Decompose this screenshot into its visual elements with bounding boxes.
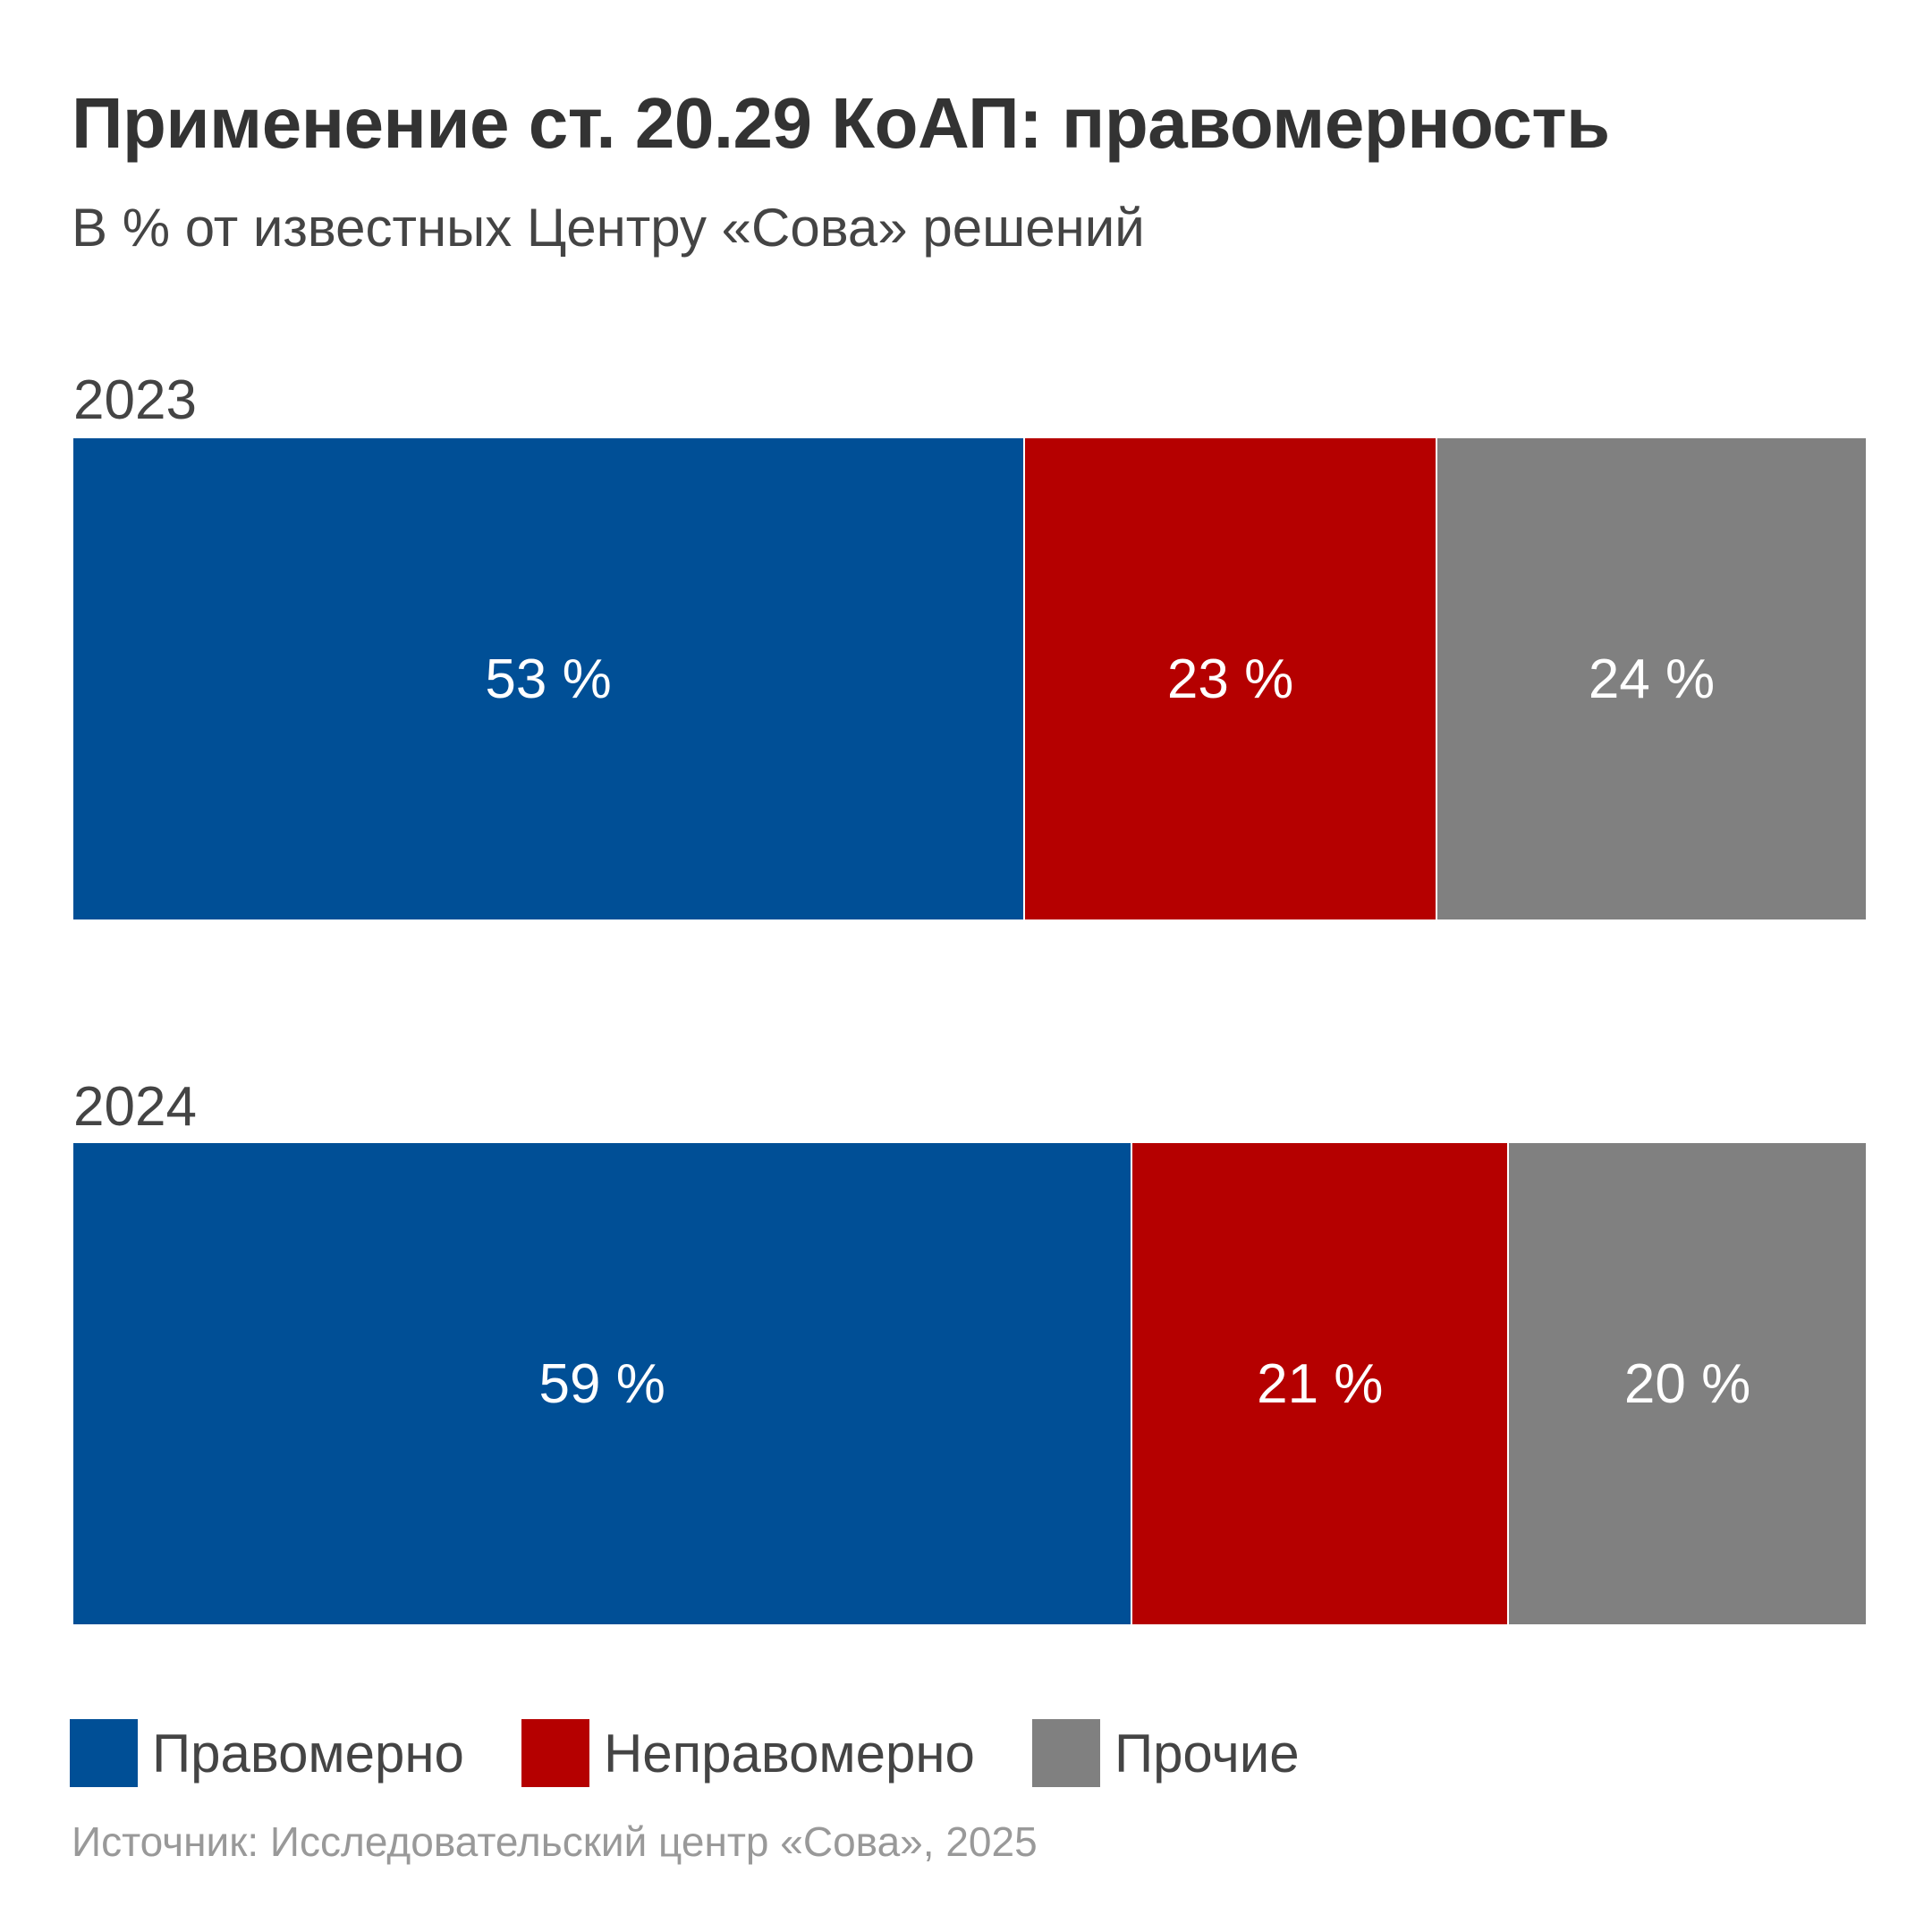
- legend-item-pravomerno: Правомерно: [70, 1719, 464, 1787]
- bar-row-2024: 59 % 21 % 20 %: [73, 1143, 1866, 1624]
- legend-swatch-nepravomerno: [521, 1719, 589, 1787]
- data-label-prochie-2024: 20 %: [1623, 1352, 1751, 1415]
- bar-segment-nepravomerno-2024: 21 %: [1131, 1143, 1508, 1624]
- legend-item-nepravomerno: Неправомерно: [521, 1719, 975, 1787]
- data-label-pravomerno-2024: 59 %: [538, 1352, 665, 1415]
- category-label-2023: 2023: [73, 369, 197, 431]
- legend: Правомерно Неправомерно Прочие: [70, 1719, 1357, 1787]
- bar-segment-pravomerno-2023: 53 %: [73, 438, 1024, 919]
- bar-segment-pravomerno-2024: 59 %: [73, 1143, 1131, 1624]
- data-label-nepravomerno-2023: 23 %: [1166, 648, 1294, 710]
- category-label-2024: 2024: [73, 1076, 197, 1138]
- data-label-nepravomerno-2024: 21 %: [1257, 1352, 1384, 1415]
- chart-title: Применение ст. 20.29 КоАП: правомерность: [72, 83, 1610, 163]
- legend-label-prochie: Прочие: [1114, 1723, 1300, 1784]
- legend-item-prochie: Прочие: [1031, 1719, 1300, 1787]
- source-note: Источник: Исследовательский центр «Сова»…: [72, 1818, 1038, 1865]
- bar-row-2023: 53 % 23 % 24 %: [73, 438, 1866, 919]
- chart-subtitle: В % от известных Центру «Сова» решений: [72, 198, 1145, 258]
- legend-label-pravomerno: Правомерно: [152, 1723, 464, 1784]
- bar-segment-prochie-2024: 20 %: [1507, 1143, 1866, 1624]
- legend-swatch-pravomerno: [70, 1719, 138, 1787]
- data-label-pravomerno-2023: 53 %: [485, 648, 612, 710]
- legend-label-nepravomerno: Неправомерно: [603, 1723, 975, 1784]
- bar-segment-nepravomerno-2023: 23 %: [1023, 438, 1436, 919]
- legend-swatch-prochie: [1031, 1719, 1100, 1787]
- data-label-prochie-2023: 24 %: [1588, 648, 1716, 710]
- bar-segment-prochie-2023: 24 %: [1436, 438, 1866, 919]
